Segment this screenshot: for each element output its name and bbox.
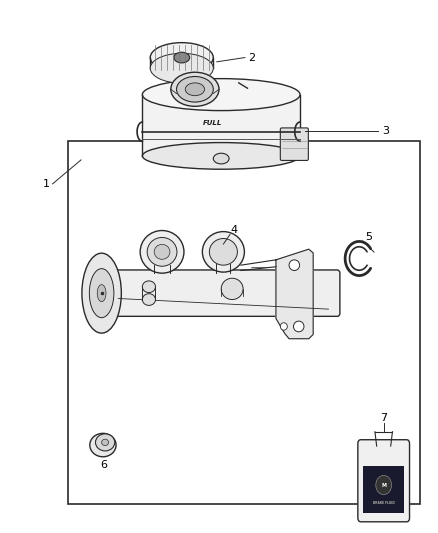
Ellipse shape: [142, 294, 155, 305]
Ellipse shape: [90, 433, 116, 457]
Ellipse shape: [147, 238, 177, 266]
Ellipse shape: [209, 239, 237, 265]
Ellipse shape: [95, 434, 115, 451]
Ellipse shape: [142, 281, 155, 293]
FancyBboxPatch shape: [107, 270, 340, 316]
Ellipse shape: [289, 260, 300, 271]
Ellipse shape: [102, 439, 109, 446]
Ellipse shape: [154, 245, 170, 260]
Circle shape: [376, 475, 392, 495]
Bar: [142, 94, 300, 156]
Ellipse shape: [293, 321, 304, 332]
Ellipse shape: [177, 76, 213, 102]
Ellipse shape: [221, 278, 243, 300]
Text: 6: 6: [100, 460, 107, 470]
Ellipse shape: [150, 53, 213, 83]
Text: 1: 1: [42, 179, 49, 189]
Text: 5: 5: [365, 232, 372, 242]
Text: FULL: FULL: [203, 119, 222, 126]
Ellipse shape: [89, 269, 114, 318]
Text: M: M: [381, 482, 386, 488]
Bar: [68, 141, 420, 504]
Ellipse shape: [97, 285, 106, 302]
Polygon shape: [276, 249, 313, 339]
Ellipse shape: [185, 83, 205, 96]
Ellipse shape: [82, 253, 121, 333]
Ellipse shape: [150, 43, 213, 72]
Text: 7: 7: [380, 414, 387, 423]
FancyBboxPatch shape: [358, 440, 410, 522]
Ellipse shape: [171, 72, 219, 106]
Ellipse shape: [202, 231, 244, 272]
Ellipse shape: [142, 142, 300, 169]
Ellipse shape: [280, 323, 287, 330]
Text: BRAKE FLUID: BRAKE FLUID: [373, 501, 395, 505]
Ellipse shape: [213, 154, 229, 164]
Bar: [363, 466, 404, 513]
Ellipse shape: [142, 78, 300, 111]
Text: 2: 2: [248, 53, 255, 62]
Ellipse shape: [140, 231, 184, 273]
Text: 4: 4: [231, 225, 238, 235]
Ellipse shape: [174, 52, 190, 63]
FancyBboxPatch shape: [280, 128, 308, 160]
Text: 3: 3: [382, 126, 389, 135]
